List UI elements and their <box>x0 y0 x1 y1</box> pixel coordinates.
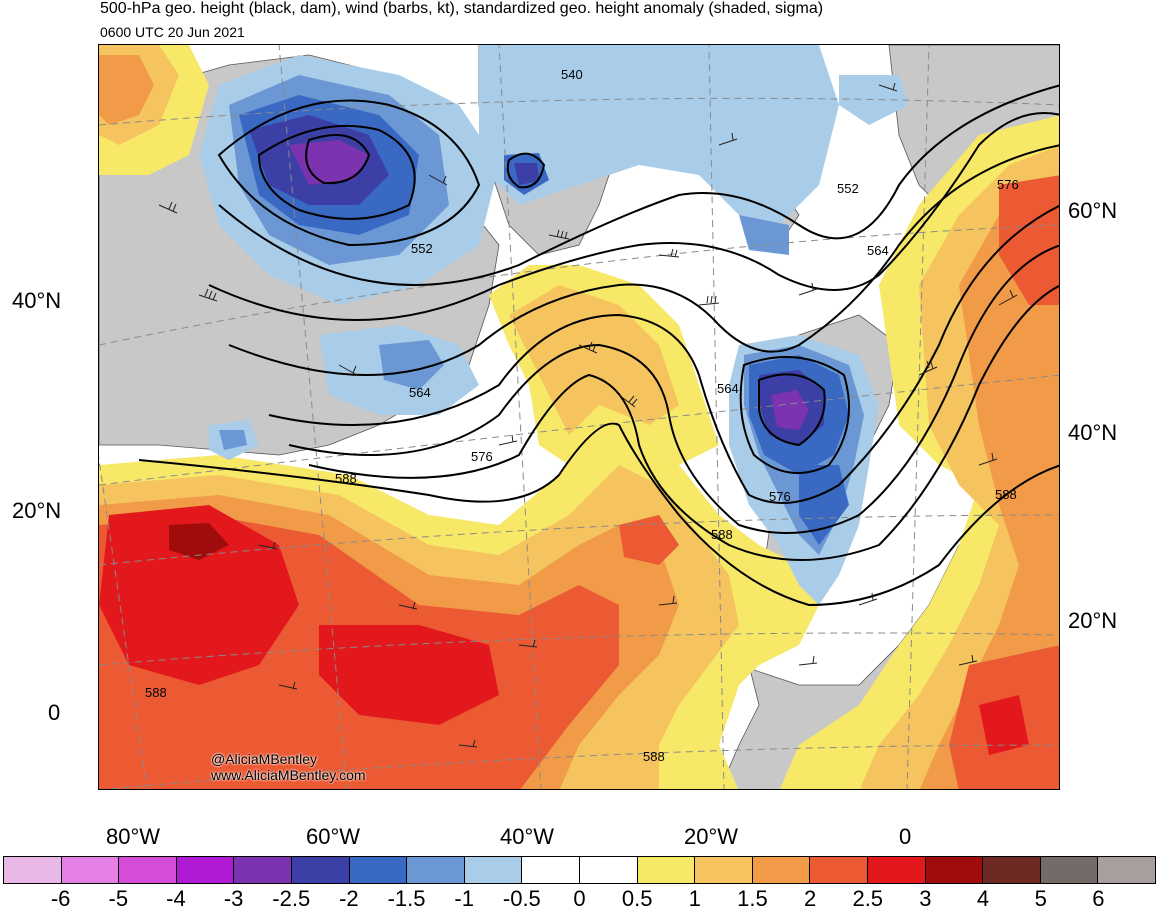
lat-label-left: 20°N <box>12 498 62 523</box>
wind-barbs <box>158 82 1018 748</box>
contour-label: 540 <box>561 67 583 82</box>
contour-label: 576 <box>769 489 791 504</box>
anomaly-colorbar <box>3 856 1156 884</box>
colorbar-tick-label: 1 <box>688 886 701 911</box>
lon-label: 20°W <box>684 824 739 849</box>
credit-site[interactable]: www.AliciaMBentley.com <box>211 767 366 783</box>
colorbar-ticks: -6 -5 -4 -3 -2.5 -2 -1.5 -1 -0.5 0 0.5 1 1.5 2 2.5 3 4 5 6 <box>3 886 1156 912</box>
colorbar-tick-label: -2.5 <box>272 886 311 911</box>
colorbar-tick-label: 5 <box>1034 886 1047 911</box>
colorbar-swatch <box>752 857 811 883</box>
colorbar-swatch <box>234 857 292 883</box>
contour-label: 588 <box>145 685 167 700</box>
lat-label-right: 40°N <box>1068 420 1118 445</box>
contour-label: 552 <box>837 181 859 196</box>
colorbar-tick-label: -2 <box>339 886 359 911</box>
credit-handle: @AliciaMBentley <box>211 751 318 767</box>
colorbar-tick-label: -6 <box>50 886 71 911</box>
contour-label: 588 <box>335 471 357 486</box>
colorbar-tick-label: 0 <box>573 886 586 911</box>
colorbar-swatch <box>695 857 753 883</box>
colorbar-swatch <box>1098 857 1155 883</box>
colorbar-tick-label: 1.5 <box>737 886 768 911</box>
colorbar-tick-label: 2.5 <box>852 886 884 911</box>
anomaly-shading <box>99 45 1059 789</box>
colorbar-swatch <box>407 857 465 883</box>
lon-label: 60°W <box>306 824 361 849</box>
contour-label: 564 <box>717 381 739 396</box>
colorbar-swatch <box>925 857 984 883</box>
contour-label: 552 <box>411 241 433 256</box>
colorbar-swatch <box>291 857 350 883</box>
colorbar-tick-label: -1 <box>454 886 474 911</box>
weather-map-graphic: 540 552 552 564 564 564 576 576 576 588 … <box>99 45 1059 789</box>
colorbar-tick-label: 6 <box>1092 886 1105 911</box>
height-contours <box>138 84 1059 607</box>
colorbar-swatch <box>61 857 120 883</box>
valid-time: 0600 UTC 20 Jun 2021 <box>100 24 245 40</box>
contour-label: 576 <box>997 177 1019 192</box>
colorbar-swatch <box>176 857 235 883</box>
colorbar-swatch <box>1040 857 1099 883</box>
lon-label: 0 <box>899 824 912 849</box>
colorbar-tick-label: -3 <box>223 886 244 911</box>
colorbar-swatch <box>119 857 177 883</box>
lon-label: 40°W <box>500 824 555 849</box>
colorbar-swatch <box>464 857 523 883</box>
contour-label: 588 <box>711 527 733 542</box>
lat-label-left: 0 <box>48 700 61 725</box>
colorbar-tick-label: 2 <box>803 886 817 911</box>
map-title: 500-hPa geo. height (black, dam), wind (… <box>100 0 824 17</box>
colorbar-tick-label: -1.5 <box>387 886 426 911</box>
map-panel[interactable]: 540 552 552 564 564 564 576 576 576 588 … <box>98 44 1060 790</box>
contour-label: 576 <box>471 449 493 464</box>
colorbar-tick-label: -4 <box>166 886 186 911</box>
contour-label: 588 <box>643 749 665 764</box>
colorbar-swatch <box>522 857 580 883</box>
lat-label-right: 60°N <box>1068 198 1118 223</box>
colorbar-tick-label: -0.5 <box>502 886 541 911</box>
contour-label: 564 <box>409 385 431 400</box>
lat-label-left: 40°N <box>12 288 62 313</box>
colorbar-swatch <box>637 857 696 883</box>
contour-label: 588 <box>995 487 1017 502</box>
colorbar-tick-label: 0.5 <box>621 886 653 911</box>
contour-labels: 540 552 552 564 564 564 576 576 576 588 … <box>145 67 1019 764</box>
colorbar-tick-label: 4 <box>976 886 990 911</box>
lat-label-right: 20°N <box>1068 608 1118 633</box>
colorbar-tick-label: 3 <box>919 886 932 911</box>
lon-label: 80°W <box>106 824 161 849</box>
colorbar-swatch <box>579 857 638 883</box>
contour-label: 564 <box>867 243 889 258</box>
colorbar-swatch <box>810 857 868 883</box>
graticule <box>99 45 1059 789</box>
colorbar-swatch <box>4 857 62 883</box>
colorbar-swatch <box>983 857 1041 883</box>
colorbar-swatch <box>349 857 408 883</box>
colorbar-tick-label: -5 <box>108 886 129 911</box>
colorbar-swatch <box>867 857 926 883</box>
